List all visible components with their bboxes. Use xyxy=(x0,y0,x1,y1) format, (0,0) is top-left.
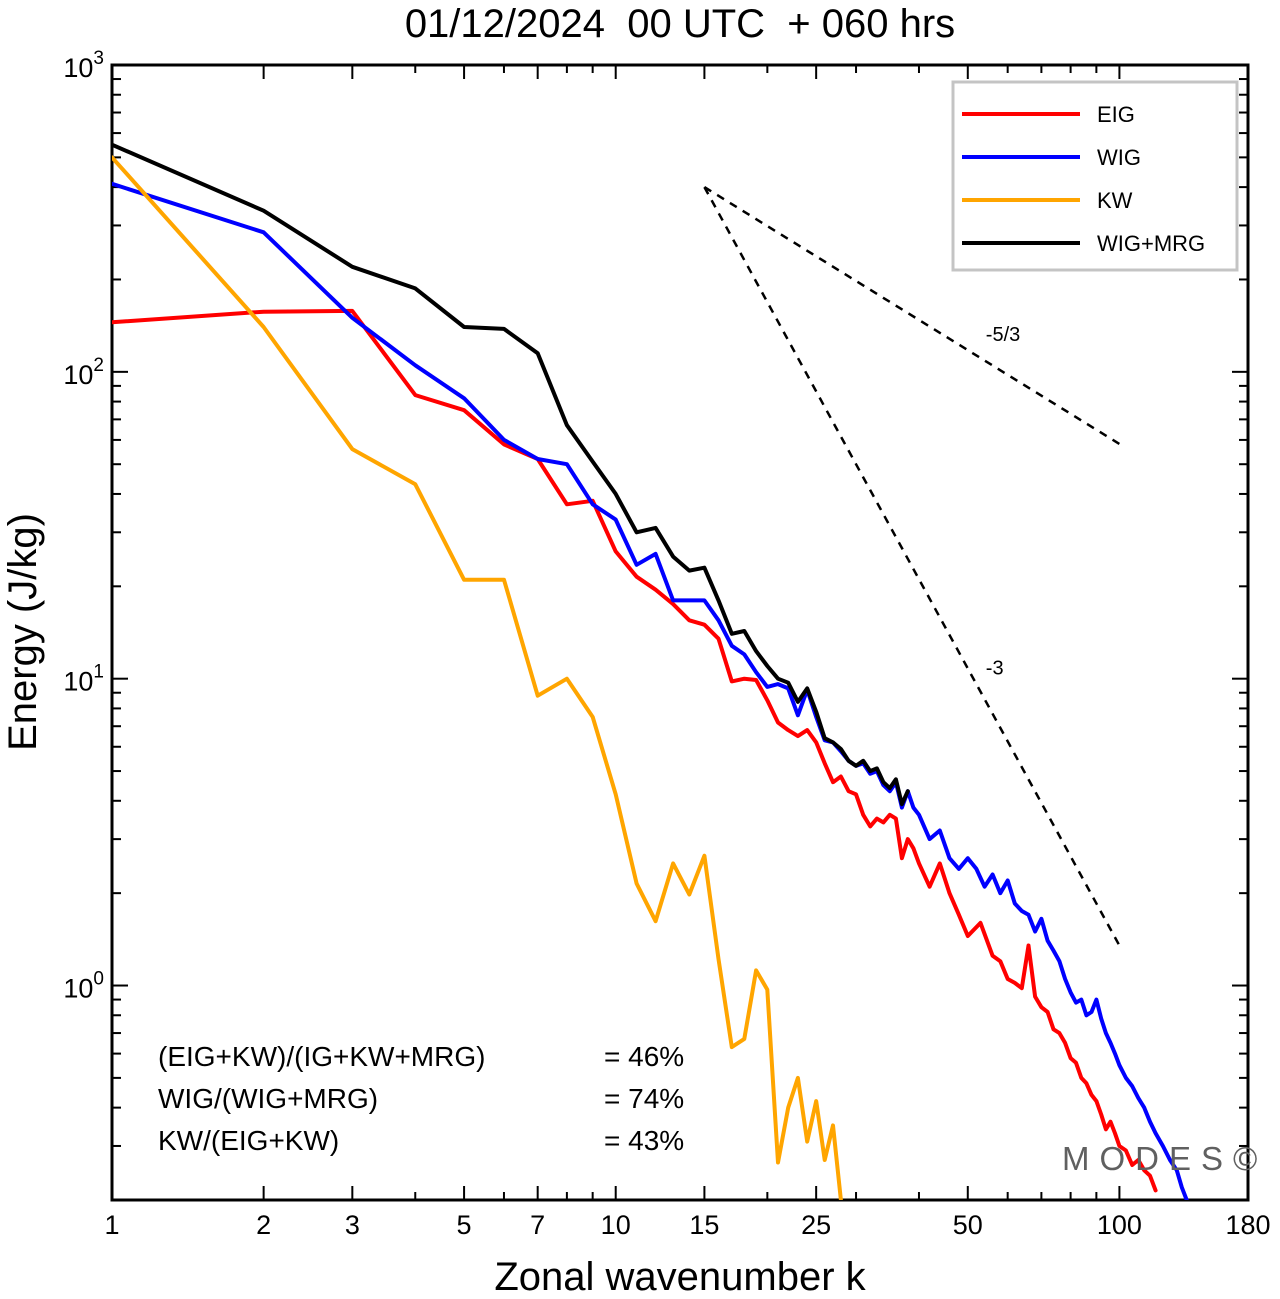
x-tick-label: 1 xyxy=(104,1210,119,1240)
plot-area xyxy=(110,63,1250,1202)
series-line-wig-mrg xyxy=(112,142,910,807)
slope-label: -3 xyxy=(986,658,1004,680)
y-tick-exponent: 3 xyxy=(93,48,104,69)
chart-title: 01/12/2024 00 UTC + 060 hrs xyxy=(405,2,955,46)
series-line-wig xyxy=(112,181,1189,1200)
y-tick-exponent: 0 xyxy=(93,969,104,990)
legend-label: WIG+MRG xyxy=(1097,231,1205,256)
slope-line-minus-5-3 xyxy=(703,186,1121,446)
x-tick-label: 50 xyxy=(953,1210,983,1240)
y-tick-base: 10 xyxy=(63,53,93,83)
x-axis-label: Zonal wavenumber k xyxy=(494,1255,866,1294)
ratio-label: WIG/(WIG+MRG) xyxy=(158,1083,378,1114)
series-line-kw xyxy=(112,155,843,1200)
series-line-eig xyxy=(112,308,1158,1193)
ratio-value: = 74% xyxy=(604,1083,684,1114)
x-tick-label: 180 xyxy=(1225,1210,1270,1240)
slope-label: -5/3 xyxy=(986,324,1020,346)
y-tick-base: 10 xyxy=(63,360,93,390)
legend: EIG WIG KW WIG+MRG xyxy=(951,80,1239,272)
y-tick-label: 101 xyxy=(63,662,104,697)
legend-label: EIG xyxy=(1097,102,1135,127)
x-tick-label: 3 xyxy=(345,1210,360,1240)
y-tick-label: 100 xyxy=(63,969,104,1004)
ratio-label: (EIG+KW)/(IG+KW+MRG) xyxy=(158,1041,485,1072)
modes-watermark: MODES© xyxy=(1062,1140,1267,1177)
x-tick-label: 2 xyxy=(256,1210,271,1240)
plot-frame xyxy=(110,63,1250,1202)
x-tick-label: 10 xyxy=(601,1210,631,1240)
ratio-value: = 46% xyxy=(604,1041,684,1072)
x-tick-label: 5 xyxy=(457,1210,472,1240)
x-tick-label: 25 xyxy=(801,1210,831,1240)
ratio-label: KW/(EIG+KW) xyxy=(158,1125,339,1156)
y-tick-exponent: 1 xyxy=(93,662,104,683)
y-tick-exponent: 2 xyxy=(93,355,104,376)
x-tick-label: 100 xyxy=(1097,1210,1142,1240)
x-axis: 1 2 3 5 7 10 15 25 50 100 180 xyxy=(104,65,1271,1240)
legend-label: KW xyxy=(1097,188,1133,213)
x-tick-label: 7 xyxy=(530,1210,545,1240)
slope-line-minus-3 xyxy=(703,186,1121,947)
y-tick-base: 10 xyxy=(63,974,93,1004)
ratio-value: = 43% xyxy=(604,1125,684,1156)
y-axis-label: Energy (J/kg) xyxy=(1,513,45,751)
y-tick-label: 103 xyxy=(63,48,104,83)
y-tick-base: 10 xyxy=(63,667,93,697)
y-tick-label: 102 xyxy=(63,355,104,390)
x-tick-label: 15 xyxy=(689,1210,719,1240)
legend-label: WIG xyxy=(1097,145,1141,170)
ratio-annotations: (EIG+KW)/(IG+KW+MRG) = 46% WIG/(WIG+MRG) = … xyxy=(158,1041,684,1156)
series-lines xyxy=(112,142,1189,1200)
reference-slope-lines xyxy=(703,186,1121,947)
